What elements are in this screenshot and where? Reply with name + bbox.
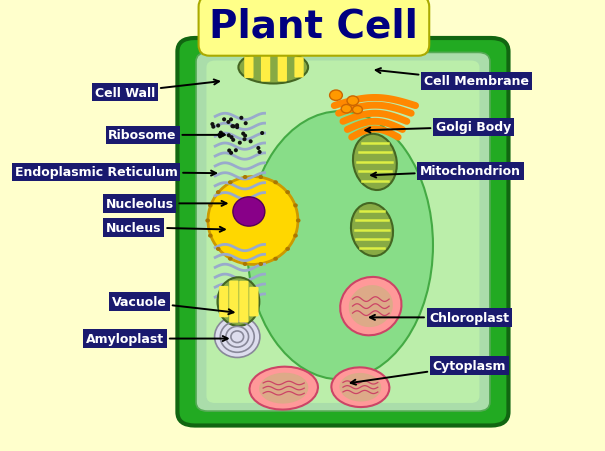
Text: Ribosome: Ribosome bbox=[108, 129, 224, 142]
Ellipse shape bbox=[229, 118, 233, 122]
FancyBboxPatch shape bbox=[177, 39, 508, 426]
FancyBboxPatch shape bbox=[295, 58, 304, 78]
FancyBboxPatch shape bbox=[196, 53, 490, 411]
Ellipse shape bbox=[221, 133, 225, 137]
Ellipse shape bbox=[339, 373, 381, 402]
Text: Nucleolus: Nucleolus bbox=[106, 198, 226, 211]
Ellipse shape bbox=[258, 151, 261, 155]
Ellipse shape bbox=[240, 116, 243, 120]
Ellipse shape bbox=[258, 262, 263, 267]
Ellipse shape bbox=[208, 177, 298, 265]
Ellipse shape bbox=[232, 125, 235, 129]
Ellipse shape bbox=[347, 97, 359, 106]
Ellipse shape bbox=[273, 257, 278, 261]
Ellipse shape bbox=[211, 125, 215, 129]
Ellipse shape bbox=[211, 123, 214, 127]
Ellipse shape bbox=[243, 262, 247, 267]
Ellipse shape bbox=[218, 135, 222, 139]
Ellipse shape bbox=[249, 367, 318, 410]
Ellipse shape bbox=[216, 124, 220, 128]
Ellipse shape bbox=[247, 112, 433, 379]
Ellipse shape bbox=[235, 126, 239, 130]
FancyBboxPatch shape bbox=[219, 286, 229, 318]
Ellipse shape bbox=[351, 203, 393, 257]
Ellipse shape bbox=[340, 277, 402, 336]
Text: Endoplasmic Reticulum: Endoplasmic Reticulum bbox=[15, 166, 216, 179]
Ellipse shape bbox=[243, 175, 247, 179]
Ellipse shape bbox=[260, 132, 264, 136]
Ellipse shape bbox=[293, 204, 298, 208]
Ellipse shape bbox=[293, 234, 298, 238]
Ellipse shape bbox=[296, 219, 301, 223]
FancyBboxPatch shape bbox=[206, 61, 479, 403]
Text: Chloroplast: Chloroplast bbox=[370, 311, 509, 324]
Text: Golgi Body: Golgi Body bbox=[365, 121, 511, 134]
Ellipse shape bbox=[353, 134, 397, 191]
Ellipse shape bbox=[227, 149, 231, 153]
Ellipse shape bbox=[273, 181, 278, 185]
FancyBboxPatch shape bbox=[278, 54, 287, 83]
Ellipse shape bbox=[244, 122, 247, 126]
Ellipse shape bbox=[332, 368, 390, 407]
Ellipse shape bbox=[330, 91, 342, 101]
FancyBboxPatch shape bbox=[249, 287, 258, 317]
Text: Mitochondrion: Mitochondrion bbox=[371, 165, 522, 178]
Ellipse shape bbox=[231, 138, 235, 143]
Ellipse shape bbox=[235, 124, 239, 128]
Ellipse shape bbox=[217, 133, 221, 138]
Text: Amyloplast: Amyloplast bbox=[86, 332, 227, 345]
Ellipse shape bbox=[218, 278, 260, 326]
Ellipse shape bbox=[258, 175, 263, 179]
Text: Cell Membrane: Cell Membrane bbox=[376, 69, 529, 88]
Text: Plant Cell: Plant Cell bbox=[209, 8, 418, 46]
Ellipse shape bbox=[234, 149, 238, 153]
Ellipse shape bbox=[208, 234, 213, 238]
Ellipse shape bbox=[205, 219, 210, 223]
Ellipse shape bbox=[229, 136, 234, 140]
Ellipse shape bbox=[249, 140, 253, 144]
Ellipse shape bbox=[286, 191, 290, 195]
FancyBboxPatch shape bbox=[239, 281, 249, 323]
FancyBboxPatch shape bbox=[244, 57, 253, 79]
Ellipse shape bbox=[208, 204, 213, 208]
Ellipse shape bbox=[259, 373, 309, 404]
Ellipse shape bbox=[231, 125, 234, 129]
Ellipse shape bbox=[228, 181, 232, 185]
Ellipse shape bbox=[341, 105, 352, 114]
Ellipse shape bbox=[216, 247, 221, 251]
Ellipse shape bbox=[238, 52, 308, 84]
Ellipse shape bbox=[227, 134, 231, 138]
FancyBboxPatch shape bbox=[261, 54, 270, 83]
FancyBboxPatch shape bbox=[229, 281, 238, 323]
Ellipse shape bbox=[216, 191, 221, 195]
Ellipse shape bbox=[257, 147, 260, 151]
Text: Nucleus: Nucleus bbox=[106, 221, 224, 234]
Ellipse shape bbox=[241, 132, 245, 136]
Ellipse shape bbox=[233, 198, 265, 226]
Ellipse shape bbox=[228, 257, 232, 261]
Text: Cytoplasm: Cytoplasm bbox=[351, 359, 506, 385]
Ellipse shape bbox=[353, 106, 362, 115]
Ellipse shape bbox=[238, 141, 242, 145]
Ellipse shape bbox=[222, 118, 226, 122]
Text: Vacuole: Vacuole bbox=[113, 295, 234, 314]
Ellipse shape bbox=[286, 247, 290, 251]
Ellipse shape bbox=[219, 131, 223, 135]
Ellipse shape bbox=[215, 316, 260, 358]
Ellipse shape bbox=[243, 134, 247, 138]
Ellipse shape bbox=[348, 285, 393, 327]
Ellipse shape bbox=[243, 138, 246, 142]
Ellipse shape bbox=[226, 121, 231, 124]
Ellipse shape bbox=[229, 152, 233, 156]
Text: Cell Wall: Cell Wall bbox=[95, 80, 219, 99]
